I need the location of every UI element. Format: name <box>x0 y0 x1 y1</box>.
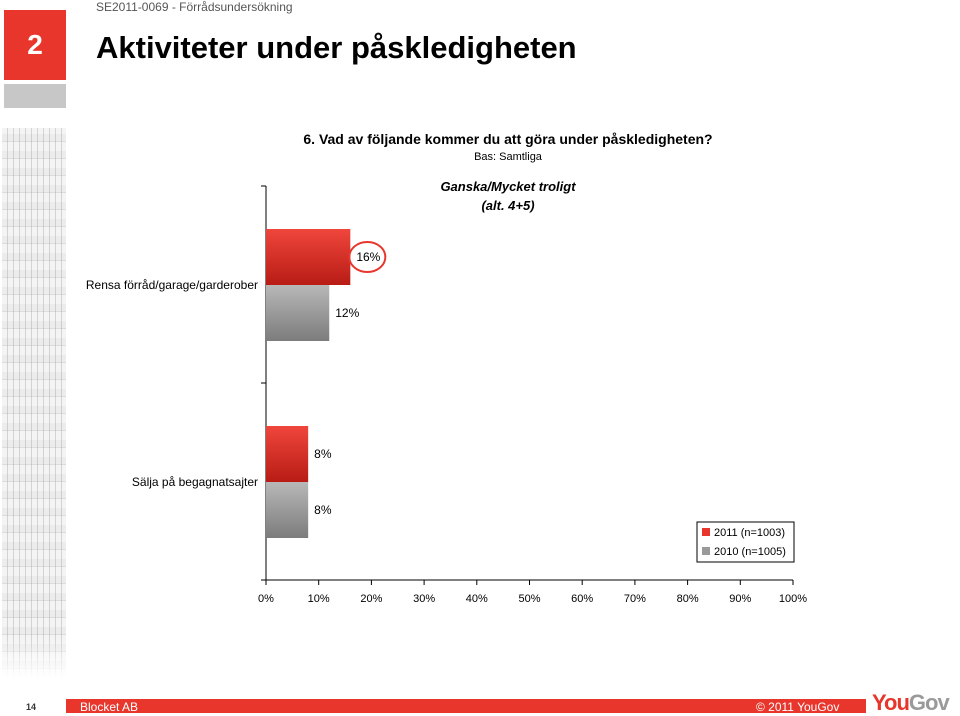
x-tick-label: 100% <box>779 593 807 605</box>
x-tick-label: 80% <box>677 593 699 605</box>
x-tick-label: 20% <box>360 593 382 605</box>
category-label: Rensa förråd/garage/garderober <box>86 278 258 292</box>
data-label: 8% <box>314 503 332 517</box>
data-label: 12% <box>335 306 359 320</box>
legend-box <box>696 521 795 563</box>
bar-2010 <box>266 482 309 538</box>
logo-you: You <box>872 690 910 715</box>
data-label: 8% <box>314 447 332 461</box>
legend-label: 2011 (n=1003) <box>714 527 785 539</box>
legend-label: 2010 (n=1005) <box>714 546 786 558</box>
footer-copyright: © 2011 YouGov <box>756 700 840 714</box>
slide-title: Aktiviteter under påskledigheten <box>96 30 577 65</box>
highlight-circle <box>348 241 387 273</box>
x-tick-label: 30% <box>413 593 435 605</box>
crowd-illustration <box>2 128 66 678</box>
x-tick-label: 0% <box>258 593 274 605</box>
document-id: SE2011-0069 - Förrådsundersökning <box>96 0 293 14</box>
category-label: Sälja på begagnatsajter <box>132 475 258 489</box>
section-number-badge: 2 <box>4 10 66 80</box>
legend-swatch <box>702 528 710 536</box>
x-tick-label: 90% <box>729 593 751 605</box>
bar-2011 <box>266 426 309 482</box>
yougov-logo: YouGov <box>872 690 950 716</box>
footer-client: Blocket AB <box>80 700 139 714</box>
bar-2011 <box>266 229 351 285</box>
section-badge-underline <box>4 84 66 108</box>
chart-subtitle: Bas: Samtliga <box>474 151 543 163</box>
x-tick-label: 40% <box>466 593 488 605</box>
chart-title: 6. Vad av följande kommer du att göra un… <box>303 131 712 147</box>
page-number: 14 <box>26 702 37 712</box>
logo-gov: Gov <box>908 690 950 715</box>
x-tick-label: 70% <box>624 593 646 605</box>
footer-bar <box>66 699 866 713</box>
x-tick-label: 50% <box>518 593 540 605</box>
data-label: 16% <box>356 250 380 264</box>
chart-annotation-sub: (alt. 4+5) <box>481 198 534 213</box>
x-tick-label: 60% <box>571 593 593 605</box>
legend-swatch <box>702 547 710 555</box>
chart-annotation: Ganska/Mycket troligt <box>440 179 576 194</box>
x-tick-label: 10% <box>308 593 330 605</box>
bar-2010 <box>266 285 330 341</box>
